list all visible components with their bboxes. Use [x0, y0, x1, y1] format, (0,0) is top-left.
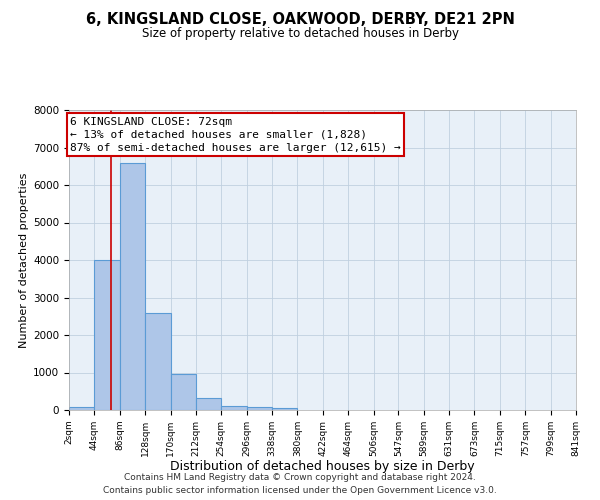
Text: Contains public sector information licensed under the Open Government Licence v3: Contains public sector information licen… — [103, 486, 497, 495]
Bar — [221, 406, 247, 410]
Text: 6, KINGSLAND CLOSE, OAKWOOD, DERBY, DE21 2PN: 6, KINGSLAND CLOSE, OAKWOOD, DERBY, DE21… — [86, 12, 514, 28]
Text: Size of property relative to detached houses in Derby: Size of property relative to detached ho… — [142, 28, 458, 40]
Bar — [247, 407, 272, 410]
Bar — [145, 312, 170, 410]
Bar — [94, 260, 120, 410]
Bar — [196, 398, 221, 410]
Bar — [170, 374, 196, 410]
Bar — [272, 408, 298, 410]
Bar — [120, 162, 145, 410]
X-axis label: Distribution of detached houses by size in Derby: Distribution of detached houses by size … — [170, 460, 475, 473]
Text: 6 KINGSLAND CLOSE: 72sqm
← 13% of detached houses are smaller (1,828)
87% of sem: 6 KINGSLAND CLOSE: 72sqm ← 13% of detach… — [70, 116, 401, 153]
Y-axis label: Number of detached properties: Number of detached properties — [19, 172, 29, 348]
Bar — [69, 407, 94, 410]
Text: Contains HM Land Registry data © Crown copyright and database right 2024.: Contains HM Land Registry data © Crown c… — [124, 474, 476, 482]
